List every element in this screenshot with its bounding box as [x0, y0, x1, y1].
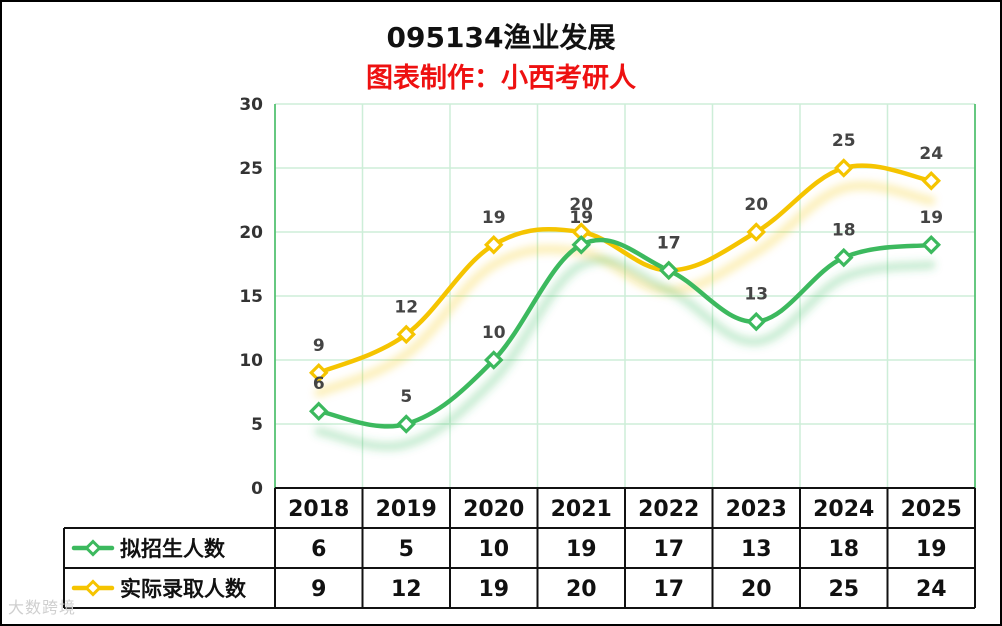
x-tick-label: 2023: [726, 497, 787, 522]
chart-subtitle: 图表制作：小西考研人: [366, 63, 636, 94]
y-tick-label: 0: [251, 479, 263, 499]
table-cell-value: 19: [478, 577, 509, 602]
x-tick-label: 2021: [551, 497, 612, 522]
x-tick-label: 2019: [376, 497, 437, 522]
table-cell-value: 24: [916, 577, 947, 602]
y-tick-label: 10: [239, 351, 263, 371]
data-point-marker: [658, 260, 679, 281]
series-shadow-0: [314, 255, 936, 451]
data-point-marker: [921, 171, 942, 191]
watermark: 大数跨境: [8, 598, 77, 617]
y-tick-label: 20: [239, 223, 263, 243]
legend-marker: [84, 579, 102, 597]
data-point-marker: [308, 401, 329, 421]
data-label: 24: [919, 144, 943, 164]
data-label: 17: [657, 233, 681, 253]
table-cell-value: 13: [741, 537, 772, 562]
legend-marker: [84, 539, 102, 557]
table-cell-value: 5: [399, 537, 414, 562]
data-label: 17: [657, 233, 681, 253]
data-point-marker: [746, 311, 767, 332]
chart-title: 095134渔业发展: [386, 21, 616, 54]
legend-label: 拟招生人数: [120, 537, 226, 561]
data-label: 19: [482, 208, 506, 228]
series-line-admitted: [316, 163, 934, 376]
x-tick-label: 2018: [288, 497, 349, 522]
y-tick-label: 25: [239, 159, 263, 179]
data-label: 25: [832, 131, 856, 151]
y-tick-label: 30: [239, 95, 263, 115]
table-cell-value: 12: [391, 577, 422, 602]
data-point-marker: [833, 158, 854, 178]
table-cell-value: 6: [311, 537, 326, 562]
x-tick-label: 2022: [638, 497, 699, 522]
y-tick-label: 5: [251, 415, 263, 435]
y-tick-label: 15: [239, 287, 263, 307]
table-cell-value: 19: [916, 537, 947, 562]
data-point-marker: [396, 324, 417, 345]
data-label: 9: [313, 336, 325, 356]
table-cell-value: 20: [566, 577, 597, 602]
data-label: 18: [832, 221, 856, 241]
data-label: 13: [744, 285, 768, 305]
data-point-marker: [396, 414, 417, 434]
series-line-planned: [316, 237, 934, 429]
table-cell-value: 17: [653, 577, 684, 602]
data-point-marker: [833, 247, 854, 268]
data-point-marker: [483, 350, 504, 370]
x-tick-label: 2020: [463, 497, 524, 522]
data-label: 19: [919, 208, 943, 228]
table-cell-value: 19: [566, 537, 597, 562]
data-label: 19: [569, 208, 593, 228]
table-cell-value: 10: [478, 537, 509, 562]
x-tick-label: 2024: [813, 497, 874, 522]
data-point-marker: [571, 235, 592, 255]
data-label: 20: [744, 195, 768, 215]
data-point-marker: [483, 235, 504, 255]
table-cell-value: 25: [828, 577, 859, 602]
data-label: 12: [394, 297, 418, 317]
table-cell-value: 18: [828, 537, 859, 562]
legend-label: 实际录取人数: [120, 577, 247, 601]
x-tick-label: 2025: [901, 497, 962, 522]
table-cell-value: 20: [741, 577, 772, 602]
data-point-marker: [308, 363, 329, 383]
data-point-marker: [746, 222, 767, 242]
table-cell-value: 9: [311, 577, 326, 602]
data-point-marker: [921, 235, 942, 255]
data-label: 20: [569, 195, 593, 215]
table-cell-value: 17: [653, 537, 684, 562]
data-label: 10: [482, 323, 506, 343]
series-shadow-1: [314, 181, 936, 398]
data-label: 5: [400, 387, 412, 407]
data-label: 6: [313, 374, 325, 394]
